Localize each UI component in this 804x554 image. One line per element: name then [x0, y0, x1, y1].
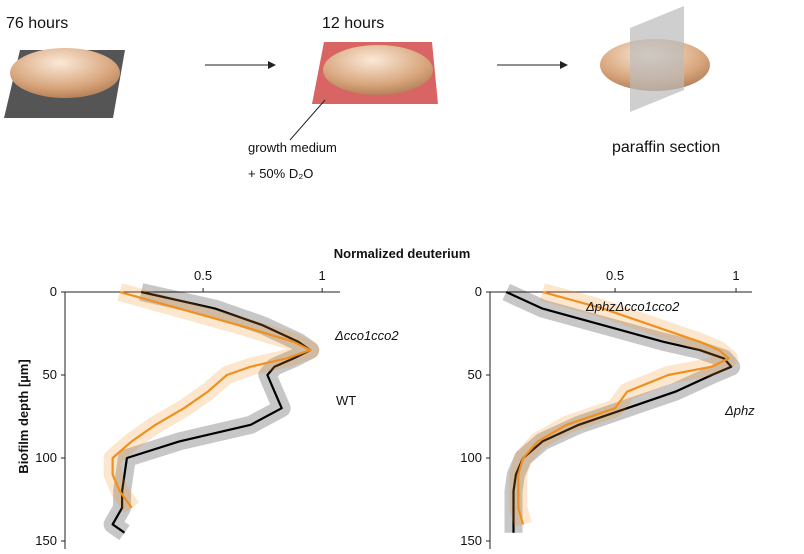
y-tick-label: 150	[35, 533, 57, 548]
y-tick-label: 50	[468, 367, 482, 382]
biofilm	[323, 45, 433, 95]
label: + 50% D₂O	[248, 166, 313, 181]
y-tick-label: 100	[35, 450, 57, 465]
x-tick-label: 1	[732, 268, 739, 283]
y-tick-label: 0	[475, 284, 482, 299]
series-label: Δphz	[724, 403, 755, 418]
series-band	[113, 292, 311, 533]
x-tick-label: 0.5	[194, 268, 212, 283]
y-tick-label: 0	[50, 284, 57, 299]
section-plane	[630, 6, 684, 112]
label: paraffin section	[612, 139, 720, 156]
arrowhead	[560, 61, 568, 69]
biofilm	[10, 48, 120, 98]
figure: 76 hours 12 hours growth medium + 50% D₂…	[0, 0, 804, 554]
label: 12 hours	[322, 15, 384, 32]
y-tick-label: 100	[460, 450, 482, 465]
arrowhead	[268, 61, 276, 69]
y-tick-label: 50	[43, 367, 57, 382]
label: 76 hours	[6, 15, 68, 32]
x-tick-label: 1	[319, 268, 326, 283]
series-label: WT	[336, 393, 356, 408]
x-axis-title: Normalized deuterium	[334, 246, 471, 261]
x-tick-label: 0.5	[606, 268, 624, 283]
label: growth medium	[248, 140, 337, 155]
y-axis-title: Biofilm depth [µm]	[16, 359, 31, 473]
series-label: ΔphzΔcco1cco2	[585, 299, 680, 314]
y-tick-label: 150	[460, 533, 482, 548]
series-label: Δcco1cco2	[334, 328, 399, 343]
pointer	[290, 100, 325, 140]
